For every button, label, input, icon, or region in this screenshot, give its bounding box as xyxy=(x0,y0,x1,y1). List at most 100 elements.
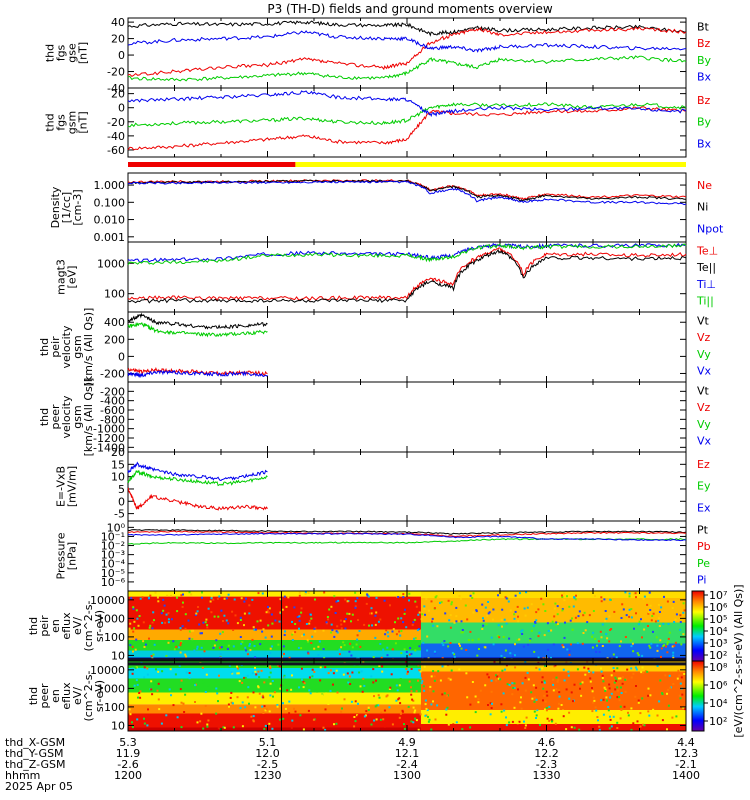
heatmap-cell xyxy=(656,665,659,667)
heatmap-cell xyxy=(385,695,388,698)
heatmap-cell xyxy=(304,592,307,595)
heatmap-cell xyxy=(613,681,616,684)
heatmap-cell xyxy=(139,696,142,699)
heatmap-cell xyxy=(294,631,297,634)
heatmap-cell xyxy=(135,679,138,682)
heatmap-cell xyxy=(223,597,226,600)
heatmap-cell xyxy=(246,653,249,656)
heatmap-cell xyxy=(420,618,423,621)
heatmap-cell xyxy=(620,708,623,711)
colorbar-tick-label: 10² xyxy=(709,715,727,728)
heatmap-cell xyxy=(524,661,527,664)
heatmap-cell xyxy=(672,600,675,603)
colorbar-tick-label: 10² xyxy=(709,649,727,662)
heatmap-cell xyxy=(491,702,493,705)
heatmap-cell xyxy=(612,715,615,718)
heatmap-cell xyxy=(594,716,597,719)
heatmap-cell xyxy=(609,696,612,699)
heatmap-cell xyxy=(573,726,576,729)
heatmap-cell xyxy=(240,597,243,600)
heatmap-cell xyxy=(148,637,150,640)
heatmap-cell xyxy=(630,676,633,679)
heatmap-cell xyxy=(170,618,173,621)
heatmap-cell xyxy=(215,712,218,715)
heatmap-cell xyxy=(646,670,649,673)
heatmap-cell xyxy=(490,690,493,693)
heatmap-cell xyxy=(646,603,649,606)
heatmap-band xyxy=(420,710,686,724)
heatmap-cell xyxy=(474,711,477,714)
heatmap-cell xyxy=(520,696,522,699)
heatmap-cell xyxy=(641,654,644,657)
heatmap-cell xyxy=(555,623,558,626)
heatmap-cell xyxy=(497,635,499,637)
heatmap-cell xyxy=(619,717,622,720)
heatmap-cell xyxy=(330,631,333,634)
heatmap-cell xyxy=(441,657,444,660)
heatmap-cell xyxy=(540,597,543,600)
heatmap-cell xyxy=(673,644,676,647)
heatmap-cell xyxy=(257,670,260,673)
series-Pt-line xyxy=(127,529,687,535)
heatmap-cell xyxy=(276,718,278,721)
heatmap-cell xyxy=(354,605,357,608)
heatmap-cell xyxy=(532,684,535,687)
heatmap-cell xyxy=(410,690,413,693)
heatmap-cell xyxy=(132,606,135,609)
heatmap-cell xyxy=(619,686,622,689)
heatmap-cell xyxy=(601,645,604,647)
heatmap-cell xyxy=(519,725,522,728)
heatmap-cell xyxy=(642,723,645,726)
heatmap-cell xyxy=(372,668,375,671)
heatmap-cell xyxy=(324,728,327,731)
heatmap-cell xyxy=(432,624,435,627)
heatmap-cell xyxy=(351,613,354,616)
heatmap-cell xyxy=(227,593,230,596)
heatmap-cell xyxy=(492,608,495,611)
heatmap-cell xyxy=(370,675,373,678)
heatmap-cell xyxy=(564,621,566,624)
heatmap-cell xyxy=(148,596,150,599)
legend-entry: Ni xyxy=(697,201,708,214)
heatmap-cell xyxy=(616,667,619,670)
heatmap-cell xyxy=(459,597,462,600)
series-By-line xyxy=(127,55,687,82)
heatmap-cell xyxy=(157,670,160,673)
heatmap-cell xyxy=(239,707,242,710)
heatmap-cell xyxy=(219,632,222,635)
heatmap-cell xyxy=(249,649,252,652)
heatmap-cell xyxy=(598,728,601,731)
heatmap-cell xyxy=(408,599,410,602)
heatmap-cell xyxy=(550,629,553,632)
heatmap-cell xyxy=(533,710,536,713)
heatmap-cell xyxy=(647,694,650,697)
y-axis-label: eV/ xyxy=(71,687,84,705)
heatmap-cell xyxy=(262,696,265,699)
heatmap-cell xyxy=(477,638,480,641)
heatmap-cell xyxy=(217,715,220,718)
heatmap-cell xyxy=(176,716,179,719)
heatmap-cell xyxy=(394,621,396,624)
heatmap-cell xyxy=(354,700,357,703)
heatmap-cell xyxy=(641,636,643,639)
heatmap-cell xyxy=(508,721,511,724)
colorbar-tick-label: 10⁴ xyxy=(709,625,728,638)
heatmap-cell xyxy=(153,643,156,646)
heatmap-cell xyxy=(647,625,649,627)
heatmap-cell xyxy=(245,597,247,600)
heatmap-cell xyxy=(244,683,247,686)
heatmap-cell xyxy=(463,721,466,724)
heatmap-cell xyxy=(129,713,132,716)
heatmap-cell xyxy=(339,619,342,622)
heatmap-cell xyxy=(447,723,450,726)
y-tick-label: 1.000 xyxy=(94,179,126,192)
heatmap-cell xyxy=(527,678,530,681)
heatmap-cell xyxy=(167,641,170,644)
heatmap-cell xyxy=(162,598,165,601)
heatmap-cell xyxy=(571,617,573,620)
heatmap-cell xyxy=(206,725,209,728)
heatmap-cell xyxy=(511,693,514,696)
heatmap-cell xyxy=(239,725,242,728)
heatmap-cell xyxy=(200,712,203,715)
heatmap-cell xyxy=(192,629,195,632)
